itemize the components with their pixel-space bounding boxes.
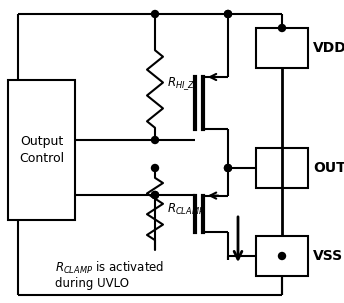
Bar bbox=[256, 148, 308, 188]
Text: $R_{CLAMP}$: $R_{CLAMP}$ bbox=[167, 201, 205, 217]
Bar bbox=[256, 236, 308, 276]
Text: $R_{HI\_Z}$: $R_{HI\_Z}$ bbox=[167, 76, 196, 92]
Bar bbox=[8, 80, 75, 220]
Circle shape bbox=[225, 165, 232, 171]
Circle shape bbox=[151, 191, 159, 198]
Circle shape bbox=[279, 252, 286, 259]
Circle shape bbox=[279, 25, 286, 32]
Circle shape bbox=[151, 11, 159, 18]
Text: Output
Control: Output Control bbox=[19, 135, 64, 165]
Circle shape bbox=[151, 191, 159, 198]
Circle shape bbox=[225, 11, 232, 18]
Text: during UVLO: during UVLO bbox=[55, 277, 129, 289]
Text: $R_{CLAMP}$ is activated: $R_{CLAMP}$ is activated bbox=[55, 260, 164, 276]
Circle shape bbox=[151, 165, 159, 171]
Text: OUT: OUT bbox=[313, 161, 344, 175]
Circle shape bbox=[151, 136, 159, 144]
Bar bbox=[256, 28, 308, 68]
Circle shape bbox=[225, 165, 232, 171]
Text: VSS: VSS bbox=[313, 249, 343, 263]
Circle shape bbox=[225, 11, 232, 18]
Text: VDD: VDD bbox=[313, 41, 344, 55]
